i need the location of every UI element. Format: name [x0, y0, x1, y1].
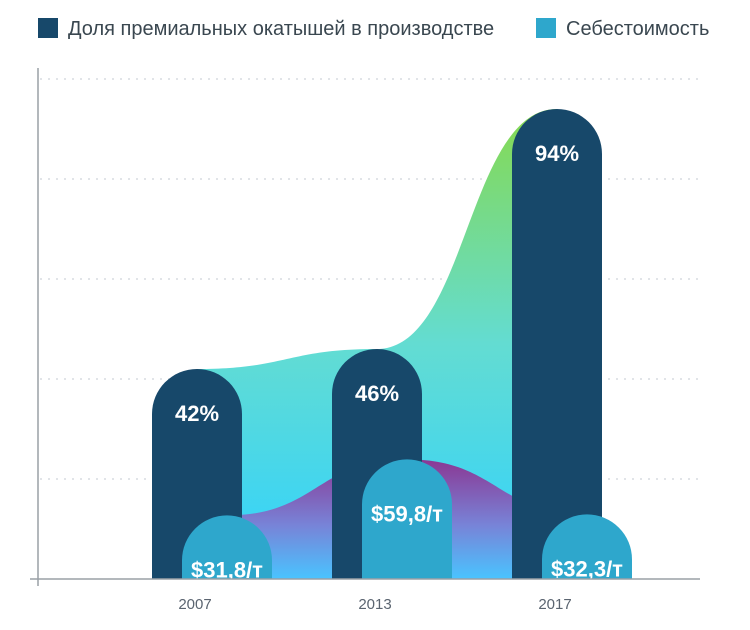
share-bar — [512, 109, 602, 579]
legend: Доля премиальных окатышей в производстве… — [38, 18, 709, 40]
x-tick-label: 2017 — [538, 596, 571, 613]
legend-item-share: Доля премиальных окатышей в производстве — [38, 18, 494, 40]
cost-bar — [542, 514, 632, 579]
cost-bar — [182, 515, 272, 579]
legend-swatch-share — [38, 18, 58, 38]
legend-label-share: Доля премиальных окатышей в производстве — [68, 18, 494, 40]
cost-data-label: $31,8/т — [191, 557, 263, 582]
legend-label-cost: Себестоимость — [566, 18, 709, 40]
share-area — [197, 109, 557, 579]
share-data-label: 42% — [175, 401, 219, 426]
cost-data-label: $59,8/т — [371, 501, 443, 526]
x-tick-label: 2013 — [358, 596, 391, 613]
x-tick-label: 2007 — [178, 596, 211, 613]
legend-swatch-cost — [536, 18, 556, 38]
cost-data-label: $32,3/т — [551, 556, 623, 581]
legend-item-cost: Себестоимость — [536, 18, 709, 40]
cost-bars: $31,8/т $59,8/т $32,3/т — [182, 459, 632, 582]
x-tick-labels: 2007 2013 2017 — [178, 596, 571, 613]
share-data-label: 94% — [535, 141, 579, 166]
share-data-label: 46% — [355, 381, 399, 406]
cost-bar — [362, 459, 452, 579]
